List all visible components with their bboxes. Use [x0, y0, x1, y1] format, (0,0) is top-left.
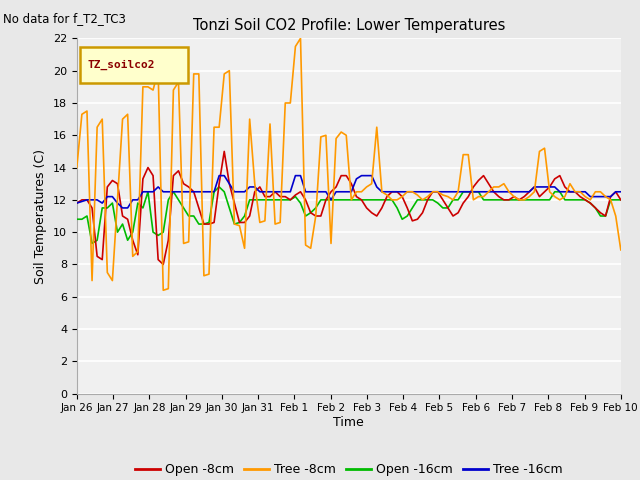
Y-axis label: Soil Temperatures (C): Soil Temperatures (C)	[35, 148, 47, 284]
Text: TZ_soilco2: TZ_soilco2	[88, 60, 155, 70]
Text: No data for f_T2_TC3: No data for f_T2_TC3	[3, 12, 126, 25]
Legend: Open -8cm, Tree -8cm, Open -16cm, Tree -16cm: Open -8cm, Tree -8cm, Open -16cm, Tree -…	[130, 458, 568, 480]
FancyBboxPatch shape	[79, 47, 188, 83]
Title: Tonzi Soil CO2 Profile: Lower Temperatures: Tonzi Soil CO2 Profile: Lower Temperatur…	[193, 18, 505, 33]
X-axis label: Time: Time	[333, 416, 364, 429]
